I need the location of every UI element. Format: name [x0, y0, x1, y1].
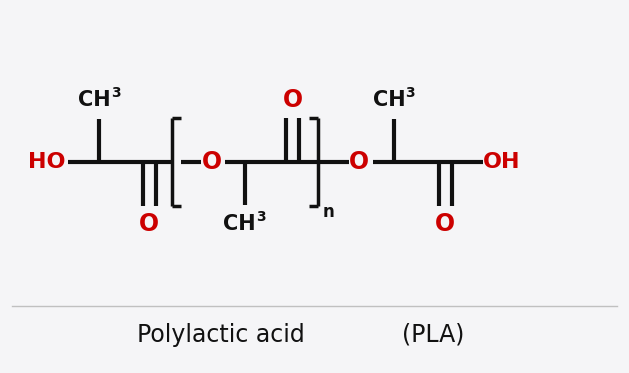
Text: OH: OH	[483, 152, 520, 172]
Text: O: O	[201, 150, 221, 174]
Text: O: O	[282, 88, 303, 112]
Text: O: O	[139, 213, 159, 236]
Text: CH: CH	[373, 90, 406, 110]
Text: CH: CH	[223, 214, 256, 235]
Text: Polylactic acid: Polylactic acid	[137, 323, 305, 347]
Text: O: O	[349, 150, 369, 174]
Text: 3: 3	[256, 210, 265, 225]
Text: 3: 3	[111, 85, 120, 100]
Text: (PLA): (PLA)	[402, 323, 464, 347]
Text: O: O	[435, 213, 455, 236]
Text: HO: HO	[28, 152, 65, 172]
Text: n: n	[323, 203, 335, 221]
Text: CH: CH	[78, 90, 111, 110]
Text: 3: 3	[406, 85, 415, 100]
